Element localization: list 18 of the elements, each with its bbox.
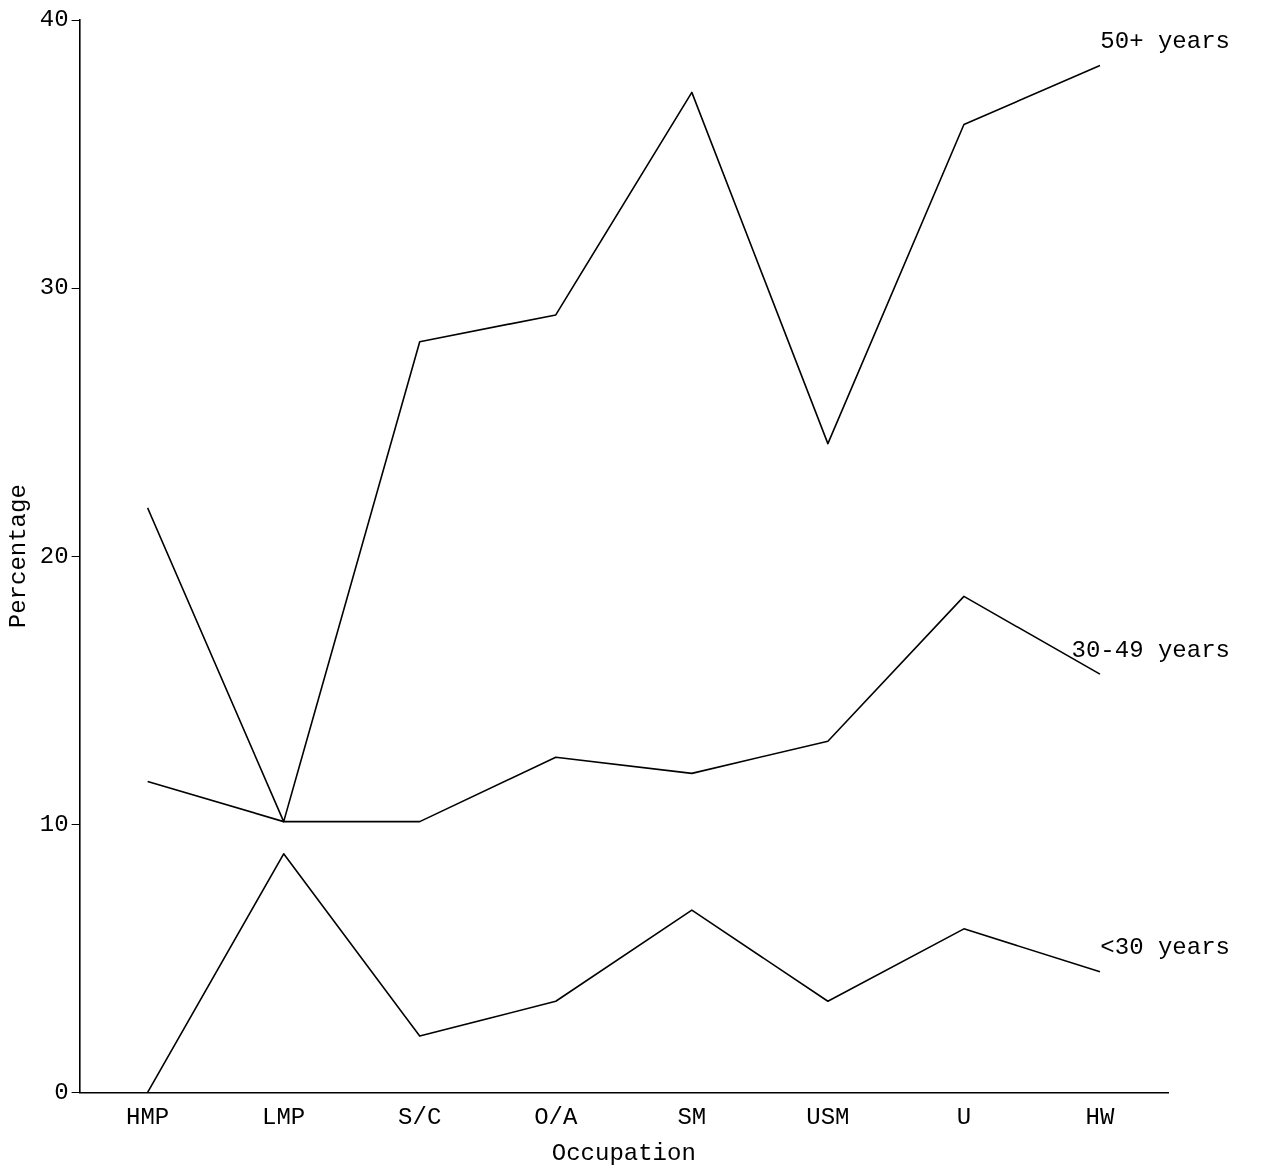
y-tick-label: 40	[39, 6, 69, 34]
y-tick-label: 20	[39, 542, 69, 570]
x-tick-label: U	[956, 1104, 972, 1132]
x-tick-label: SM	[677, 1104, 707, 1132]
x-tick-label: S/C	[398, 1104, 442, 1132]
y-tick-label: 10	[39, 810, 69, 838]
y-axis-title: Percentage	[4, 484, 32, 629]
x-tick-label: USM	[806, 1104, 850, 1132]
x-tick-label: HW	[1085, 1104, 1115, 1132]
x-tick-label: LMP	[262, 1104, 306, 1132]
y-tick-label: 30	[39, 274, 69, 302]
series-label: <30 years	[1100, 934, 1230, 962]
y-tick-label: 0	[54, 1078, 69, 1106]
x-tick-label: HMP	[126, 1104, 170, 1132]
series-label: 30-49 years	[1071, 636, 1230, 664]
x-tick-label: O/A	[534, 1104, 578, 1132]
series-label: 50+ years	[1100, 27, 1230, 55]
x-axis-title: Occupation	[551, 1139, 696, 1167]
